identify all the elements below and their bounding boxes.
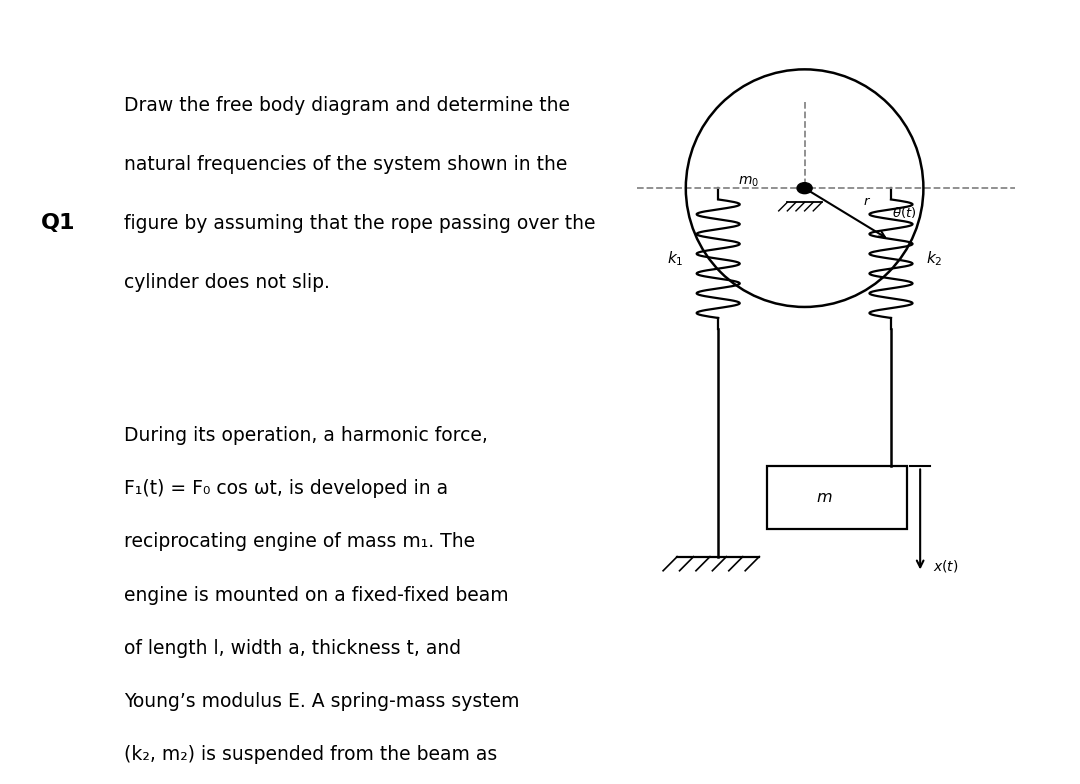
Text: $k_2$: $k_2$ (926, 249, 942, 268)
Text: (k₂, m₂) is suspended from the beam as: (k₂, m₂) is suspended from the beam as (124, 746, 498, 764)
Circle shape (797, 183, 812, 194)
Text: Draw the free body diagram and determine the: Draw the free body diagram and determine… (124, 96, 570, 115)
Text: reciprocating engine of mass m₁. The: reciprocating engine of mass m₁. The (124, 532, 475, 551)
Text: $\theta(t)$: $\theta(t)$ (892, 205, 917, 220)
Text: $k_1$: $k_1$ (667, 249, 684, 268)
Text: $m$: $m$ (815, 490, 833, 506)
Bar (767, 466, 907, 529)
Text: $r$: $r$ (863, 194, 872, 208)
Text: $m_0$: $m_0$ (738, 175, 759, 189)
Text: Q1: Q1 (41, 213, 76, 234)
Text: figure by assuming that the rope passing over the: figure by assuming that the rope passing… (124, 214, 596, 233)
Text: Young’s modulus E. A spring-mass system: Young’s modulus E. A spring-mass system (124, 692, 519, 711)
Text: cylinder does not slip.: cylinder does not slip. (124, 273, 330, 292)
Text: engine is mounted on a fixed-fixed beam: engine is mounted on a fixed-fixed beam (124, 586, 509, 604)
Text: During its operation, a harmonic force,: During its operation, a harmonic force, (124, 426, 488, 445)
Text: natural frequencies of the system shown in the: natural frequencies of the system shown … (124, 155, 568, 174)
Text: $x(t)$: $x(t)$ (933, 558, 959, 574)
Text: F₁(t) = F₀ cos ωt, is developed in a: F₁(t) = F₀ cos ωt, is developed in a (124, 479, 448, 498)
Text: of length l, width a, thickness t, and: of length l, width a, thickness t, and (124, 639, 461, 658)
